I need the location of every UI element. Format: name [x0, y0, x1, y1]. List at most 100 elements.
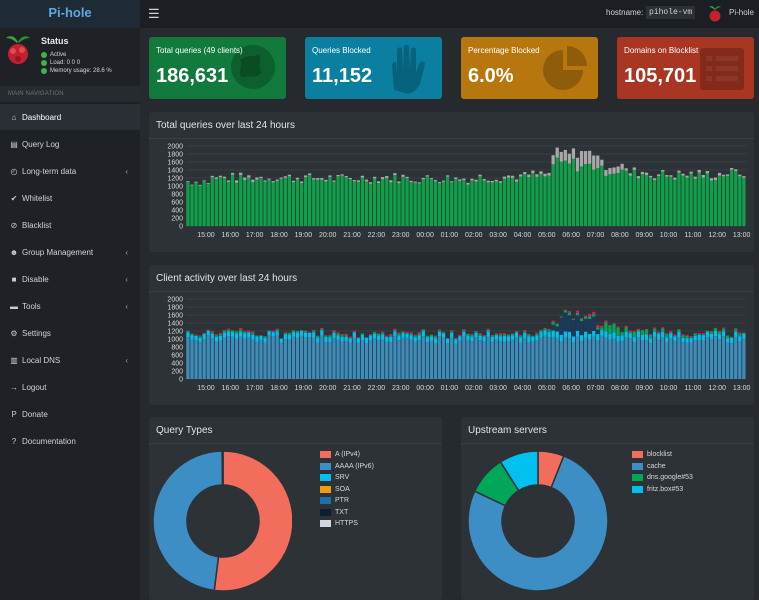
queries-bar-blocked — [551, 155, 555, 165]
history-icon: ◴ — [10, 166, 18, 176]
sidebar-item-local-dns[interactable]: ▥ Local DNS ‹ — [0, 347, 140, 373]
clients-bar-client-2 — [685, 338, 689, 343]
stat-box-total-queries[interactable]: Total queries (49 clients) 186,631 — [149, 37, 286, 99]
menu-toggle-icon[interactable]: ☰ — [148, 6, 160, 21]
clients-bar-client-2 — [401, 333, 405, 339]
clients-bar-client-4 — [575, 312, 580, 316]
queries-bar-blocked — [632, 167, 636, 170]
upstream-slice-fritz-box-53[interactable] — [499, 450, 539, 492]
sidebar-item-blacklist[interactable]: ⊘ Blacklist — [0, 212, 140, 238]
queries-bar-blocked — [259, 176, 263, 178]
clients-bar-client-5 — [665, 333, 669, 335]
sidebar-item-group-management[interactable]: ☻ Group Management ‹ — [0, 239, 140, 265]
clients-bar-client-2 — [417, 335, 421, 341]
clients-bar-client-4 — [539, 330, 543, 333]
ban-icon: ⊘ — [10, 220, 18, 230]
sidebar-item-dashboard[interactable]: ⌂ Dashboard — [0, 104, 140, 130]
legend-item-a-ipv4[interactable]: A (IPv4) — [320, 449, 374, 461]
stat-box-percentage-blocked[interactable]: Percentage Blocked 6.0% — [461, 37, 598, 99]
sidebar-item-long-term-data[interactable]: ◴ Long-term data ‹ — [0, 158, 140, 184]
queries-bar-blocked — [709, 178, 714, 181]
legend-item-txt[interactable]: TXT — [320, 507, 374, 519]
sidebar-item-query-log[interactable]: ▤ Query Log — [0, 131, 140, 157]
clients-bar-client-1 — [470, 341, 474, 379]
upstream-title: Upstream servers — [468, 425, 547, 436]
queries-bar-blocked — [299, 181, 304, 184]
legend-item-https[interactable]: HTTPS — [320, 518, 374, 530]
queries-bar-permitted — [661, 171, 665, 226]
queries-bar-permitted — [450, 182, 454, 226]
queries-bar-blocked — [295, 177, 300, 180]
sidebar-item-disable[interactable]: ■ Disable ‹ — [0, 266, 140, 292]
clients-bar-client-1 — [385, 341, 389, 379]
legend-item-ptr[interactable]: PTR — [320, 495, 374, 507]
stat-box-queries-blocked[interactable]: Queries Blocked 11,152 — [305, 37, 442, 99]
check-circle-icon: ✔ — [10, 193, 18, 203]
clients-bar-client-5 — [551, 320, 555, 323]
clients-bar-client-5 — [328, 334, 332, 336]
clients-bar-client-4 — [214, 335, 218, 338]
clients-bar-client-1 — [681, 342, 685, 379]
sidebar-item-tools[interactable]: ▬ Tools ‹ — [0, 293, 140, 319]
x-tick-label: 05:00 — [538, 232, 556, 239]
sidebar-item-donate[interactable]: P Donate — [0, 401, 140, 427]
queries-bar-permitted — [206, 183, 210, 226]
clients-bar-client-1 — [697, 339, 701, 379]
queries-bar-blocked — [721, 174, 726, 177]
clients-bar-client-2 — [742, 333, 746, 339]
clients-bar-client-1 — [295, 337, 300, 379]
x-tick-label: 08:00 — [611, 232, 629, 239]
queries-bar-blocked — [640, 171, 645, 175]
clients-bar-client-4 — [312, 330, 316, 333]
queries-bar-blocked — [608, 168, 612, 175]
upstream-donut[interactable] — [462, 447, 612, 595]
queries-bar-blocked — [267, 178, 271, 180]
legend-item-blocklist[interactable]: blocklist — [632, 449, 693, 461]
clients-bar-client-2 — [596, 334, 600, 341]
clients-bar-client-3 — [551, 324, 555, 331]
queries-panel-title: Total queries over last 24 hours — [156, 120, 295, 131]
clients-bar-client-4 — [247, 331, 251, 333]
clients-bar-client-1 — [446, 343, 450, 379]
legend-item-srv[interactable]: SRV — [320, 472, 374, 484]
legend-item-fritz-box-53[interactable]: fritz.box#53 — [632, 484, 693, 496]
clients-bar-client-1 — [421, 336, 425, 379]
clients-bar-client-2 — [474, 332, 478, 338]
clients-bar-client-1 — [348, 342, 352, 379]
sidebar-item-documentation[interactable]: ? Documentation — [0, 428, 140, 454]
queries-bar-permitted — [600, 165, 604, 226]
clients-bar-client-2 — [661, 332, 665, 338]
sidebar-item-settings[interactable]: ⚙ Settings — [0, 320, 140, 346]
clients-bar-client-5 — [482, 334, 486, 337]
queries-bar-blocked — [401, 174, 405, 177]
stat-box-domains-on-blocklist[interactable]: Domains on Blocklist 105,701 — [617, 37, 754, 99]
x-tick-label: 00:00 — [416, 232, 434, 239]
legend-item-soa[interactable]: SOA — [320, 484, 374, 496]
legend-item-cache[interactable]: cache — [632, 461, 693, 473]
clients-bar-client-5 — [385, 335, 389, 337]
clients-bar-client-2 — [295, 332, 300, 338]
clients-bar-client-1 — [494, 339, 498, 379]
queries-bar-blocked — [596, 155, 600, 169]
query-type-slice-a-ipv4[interactable] — [213, 450, 292, 592]
clients-bar-client-2 — [356, 338, 360, 343]
stat-value: 105,701 — [624, 65, 697, 87]
clients-bar-client-1 — [652, 336, 657, 379]
sidebar-item-logout[interactable]: → Logout — [0, 374, 140, 400]
upstream-slice-cache[interactable] — [467, 454, 609, 592]
sidebar-item-whitelist[interactable]: ✔ Whitelist — [0, 185, 140, 211]
query-types-donut[interactable] — [152, 447, 292, 595]
top-brand-text[interactable]: Pi-hole — [729, 8, 754, 17]
clients-bar-client-2 — [441, 333, 446, 338]
clients-bar-client-5 — [592, 311, 596, 315]
legend-item-aaaa-ipv6[interactable]: AAAA (IPv6) — [320, 461, 374, 473]
legend-item-dns-google-53[interactable]: dns.google#53 — [632, 472, 693, 484]
hostname-value: pihole-vm — [646, 6, 696, 19]
clients-bar-client-1 — [275, 335, 279, 379]
queries-bar-blocked — [198, 184, 202, 186]
query-type-slice-aaaa-ipv6[interactable] — [152, 450, 224, 592]
clients-bar-client-2 — [523, 332, 527, 338]
brand-logo-text[interactable]: Pi-hole — [0, 0, 140, 28]
